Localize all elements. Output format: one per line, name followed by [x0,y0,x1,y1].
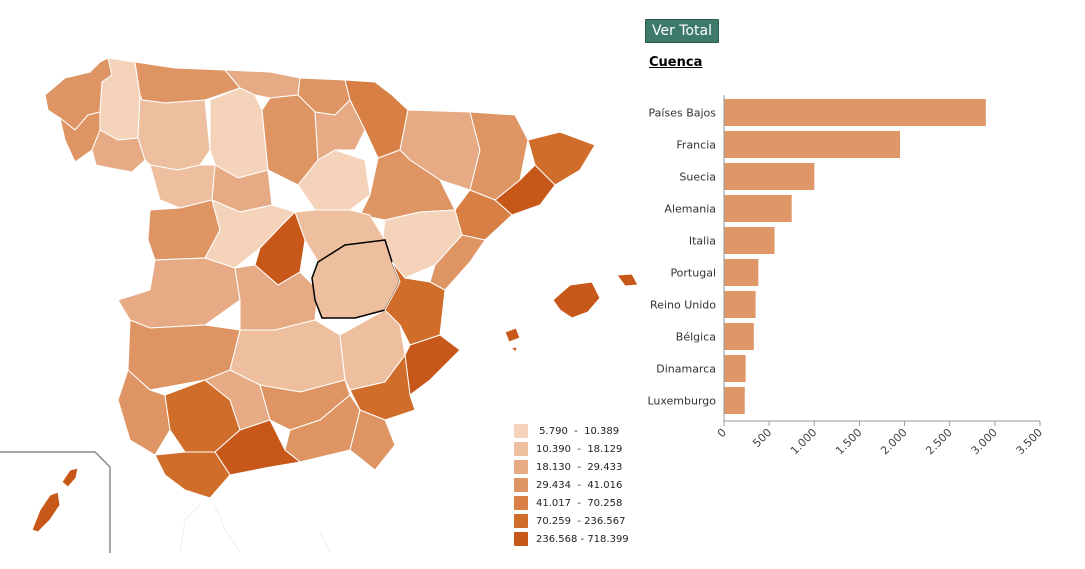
choropleth-map[interactable] [0,0,640,569]
bar[interactable] [724,227,775,254]
island-lanzarote[interactable] [61,467,79,488]
category-label: Luxemburgo [647,395,716,408]
legend-label: 70.259 - 236.567 [536,515,626,527]
province-palencia[interactable] [209,87,269,179]
x-tick-label: 1.000 [788,426,819,457]
category-label: Reino Unido [650,299,716,312]
legend-label: 41.017 - 70.258 [536,497,623,509]
legend-swatch [514,478,528,492]
canary-inset-border [0,451,111,553]
x-tick-label: 500 [750,426,774,450]
legend-label: 236.568 - 718.399 [536,533,629,545]
bar[interactable] [724,131,901,158]
x-tick-label: 0 [715,426,729,440]
province-alicante[interactable] [404,334,461,396]
legend-label: 18.130 - 29.433 [536,461,623,473]
legend-label: 5.790 - 10.389 [536,425,620,437]
x-tick-label: 3.000 [969,426,1000,457]
bar[interactable] [724,323,754,350]
category-label: Bélgica [676,331,716,344]
x-tick-label: 3.500 [1014,426,1045,457]
legend-swatch [514,460,528,474]
legend-item: 10.390 - 18.129 [514,440,629,458]
bar[interactable] [724,291,756,318]
coastal-outline [179,504,331,553]
province-malaga[interactable] [214,419,302,476]
legend-swatch [514,532,528,546]
legend-swatch [514,442,528,456]
region-title: Cuenca [649,55,703,70]
bar[interactable] [724,355,746,382]
province-leon[interactable] [137,94,211,171]
legend-swatch [514,514,528,528]
island-formentera[interactable] [509,346,518,353]
bar[interactable] [724,259,759,286]
legend-label: 10.390 - 18.129 [536,443,623,455]
x-tick-label: 1.500 [833,426,864,457]
legend-item: 70.259 - 236.567 [514,512,629,530]
bar[interactable] [724,195,792,222]
island-ibiza[interactable] [504,327,521,343]
bar[interactable] [724,387,745,414]
island-fuerteventura[interactable] [31,491,61,533]
legend-swatch [514,424,528,438]
province-la-rioja[interactable] [314,99,366,161]
bar-chart: Países Bajos Francia Suecia Alemania Italia P… [647,95,1045,457]
category-label: Alemania [664,203,716,216]
legend-item: 29.434 - 41.016 [514,476,629,494]
bar[interactable] [724,99,986,126]
map-legend: 5.790 - 10.389 10.390 - 18.129 18.130 - … [514,422,629,548]
category-label: Francia [676,139,716,152]
province-cadiz[interactable] [154,451,231,499]
category-label: Dinamarca [656,363,716,376]
category-label: Suecia [679,171,716,184]
bar[interactable] [724,163,815,190]
legend-item: 18.130 - 29.433 [514,458,629,476]
x-tick-label: 2.000 [878,426,909,457]
category-label: Portugal [670,267,716,280]
ver-total-button[interactable]: Ver Total [645,19,720,43]
legend-item: 236.568 - 718.399 [514,530,629,548]
province-caceres[interactable] [117,257,241,329]
legend-item: 41.017 - 70.258 [514,494,629,512]
legend-label: 29.434 - 41.016 [536,479,623,491]
legend-swatch [514,496,528,510]
category-label: Italia [689,235,716,248]
legend-item: 5.790 - 10.389 [514,422,629,440]
island-mallorca[interactable] [552,281,601,319]
province-almeria[interactable] [349,409,396,471]
category-label: Países Bajos [649,107,717,120]
x-tick-label: 2.500 [923,426,954,457]
island-menorca[interactable] [616,273,639,287]
spain-map-svg[interactable] [0,0,640,569]
